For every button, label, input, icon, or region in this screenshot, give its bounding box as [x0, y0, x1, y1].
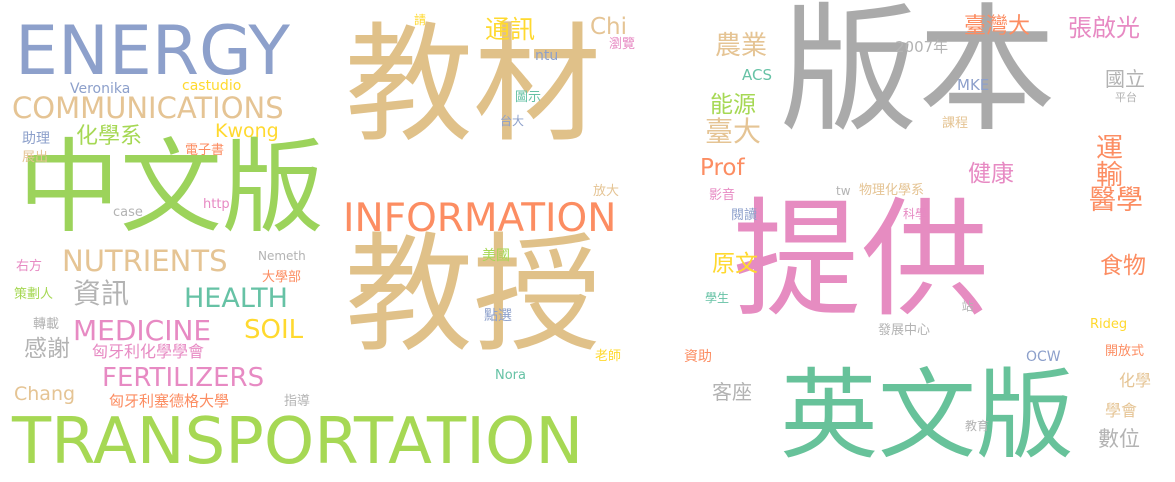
- word-http: http: [203, 197, 230, 212]
- word-banben: 版本: [780, 0, 1057, 151]
- word-mke: MKE: [957, 76, 990, 94]
- word-kezuo: 客座: [712, 380, 752, 404]
- word-youfang: 右方: [16, 259, 43, 274]
- word-laoshi: 老師: [595, 349, 622, 364]
- word-zhuanzai: 轉載: [33, 317, 60, 332]
- word-shiwu: 食物: [1100, 253, 1146, 279]
- word-yuanwen: 原文: [712, 251, 758, 277]
- word-tw: tw: [836, 184, 851, 198]
- word-zhuli: 助理: [22, 131, 50, 147]
- word-castudio: castudio: [182, 78, 242, 94]
- word-yingyin: 影音: [709, 188, 736, 203]
- word-jiaoshou: 教授: [345, 221, 602, 370]
- word-tushi: 圖示: [515, 90, 542, 105]
- word-dianxuan: 點選: [484, 308, 512, 324]
- word-daxuebu: 大學部: [262, 270, 302, 285]
- word-nengyuan: 能源: [710, 92, 756, 118]
- word-zhongwenban: 中文版: [18, 129, 324, 248]
- word-meiguo: 美國: [482, 248, 510, 264]
- word-fangda: 放大: [593, 184, 620, 199]
- word-prof: Prof: [700, 155, 745, 181]
- word-veronika: Veronika: [70, 81, 131, 97]
- word-zizhu: 資助: [684, 349, 712, 365]
- word-xuesheng: 學生: [705, 291, 730, 305]
- word-qing: 請: [414, 13, 427, 27]
- word-fazhanzhongxin: 發展中心: [878, 323, 931, 338]
- word-2007: 2007年: [895, 38, 949, 56]
- word-xuehui: 學會: [1105, 401, 1138, 420]
- word-pingtai: 平台: [1115, 91, 1137, 104]
- word-taida: 臺大: [705, 115, 762, 148]
- word-wulihuaxuexi: 物理化學系: [859, 183, 925, 198]
- word-ganxie: 感謝: [24, 336, 70, 362]
- word-rideg: Rideg: [1090, 317, 1128, 332]
- word-hungarian-szeged-univ: 匈牙利塞德格大學: [109, 392, 230, 410]
- word-tongxun: 通訊: [485, 15, 536, 44]
- word-cehuaren: 策劃人: [14, 287, 54, 302]
- word-shuwei: 數位: [1098, 427, 1140, 451]
- word-guoli: 國立: [1105, 67, 1145, 91]
- word-zhangqiguang: 張啟光: [1068, 14, 1140, 42]
- word-transportation: TRANSPORTATION: [12, 405, 584, 479]
- word-energy: ENERGY: [15, 12, 290, 91]
- word-case: case: [113, 205, 143, 220]
- word-huaxue: 化學: [1119, 371, 1152, 390]
- word-information: INFORMATION: [343, 196, 617, 241]
- word-jiaocai: 教材: [345, 11, 602, 160]
- word-zhan: 站: [960, 300, 974, 312]
- word-jiaoyu: 教育: [965, 419, 990, 433]
- word-chi: Chi: [590, 14, 628, 40]
- word-ocw: OCW: [1026, 349, 1061, 365]
- word-yingwenban: 英文版: [780, 359, 1075, 473]
- word-tigong: 提供: [733, 186, 990, 335]
- word-yunshu: 運輸: [1091, 133, 1122, 187]
- word-kecheng: 課程: [942, 116, 969, 131]
- word-dianzishu: 電子書: [185, 143, 225, 158]
- word-nutrients: NUTRIENTS: [62, 244, 228, 278]
- word-huaxuexi: 化學系: [76, 124, 143, 149]
- word-nemeth: Nemeth: [258, 249, 306, 263]
- word-taiwanda: 臺灣大: [964, 14, 1031, 39]
- word-nora: Nora: [495, 368, 526, 383]
- word-yixue: 醫學: [1089, 185, 1143, 216]
- word-kexue: 科學: [903, 207, 928, 221]
- word-nongye: 農業: [715, 31, 768, 61]
- word-zixun: 資訊: [73, 277, 130, 310]
- word-hungarian-chem-society: 匈牙利化學學會: [92, 342, 205, 361]
- word-taida-small: 台大: [500, 114, 525, 128]
- word-jiankang: 健康: [968, 161, 1014, 187]
- word-health: HEALTH: [184, 283, 288, 314]
- word-kaifangshi: 開放式: [1105, 344, 1145, 359]
- word-ntu: ntu: [535, 48, 559, 64]
- word-liulan: 瀏覽: [609, 37, 636, 52]
- word-fertilizers: FERTILIZERS: [102, 363, 265, 393]
- word-yuedu: 閱讀: [731, 208, 758, 223]
- word-chang: Chang: [14, 383, 76, 405]
- word-zhanchu: 展出: [22, 150, 49, 165]
- word-acs: ACS: [742, 66, 772, 84]
- word-communications: COMMUNICATIONS: [12, 91, 284, 125]
- word-kwong: Kwong: [215, 120, 279, 142]
- word-zhidao: 指導: [284, 394, 311, 409]
- word-soil: SOIL: [244, 315, 304, 345]
- word-medicine: MEDICINE: [73, 314, 212, 347]
